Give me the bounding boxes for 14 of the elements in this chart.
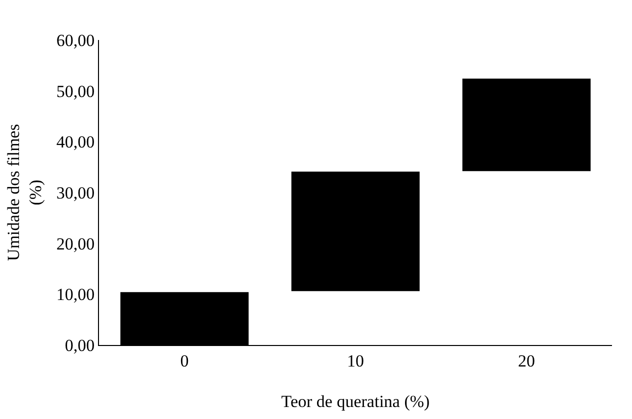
bar [462,78,591,172]
y-tick-label: 50,00 [56,82,95,101]
y-tick-label: 30,00 [56,183,95,202]
y-tick-label: 40,00 [56,132,95,152]
y-tick-label: 60,00 [56,30,95,50]
x-tick-label: 20 [518,351,535,370]
x-tick-label: 10 [347,351,364,370]
y-axis-title: Umidade dos filmes (%) [4,124,45,261]
x-axis-title: Teor de queratina (%) [281,392,430,411]
y-tick-label: 0,00 [64,336,95,355]
bar [291,172,420,292]
y-tick-label: 10,00 [56,285,95,304]
y-tick-label: 20,00 [56,234,95,254]
x-tick-label: 0 [180,351,189,370]
